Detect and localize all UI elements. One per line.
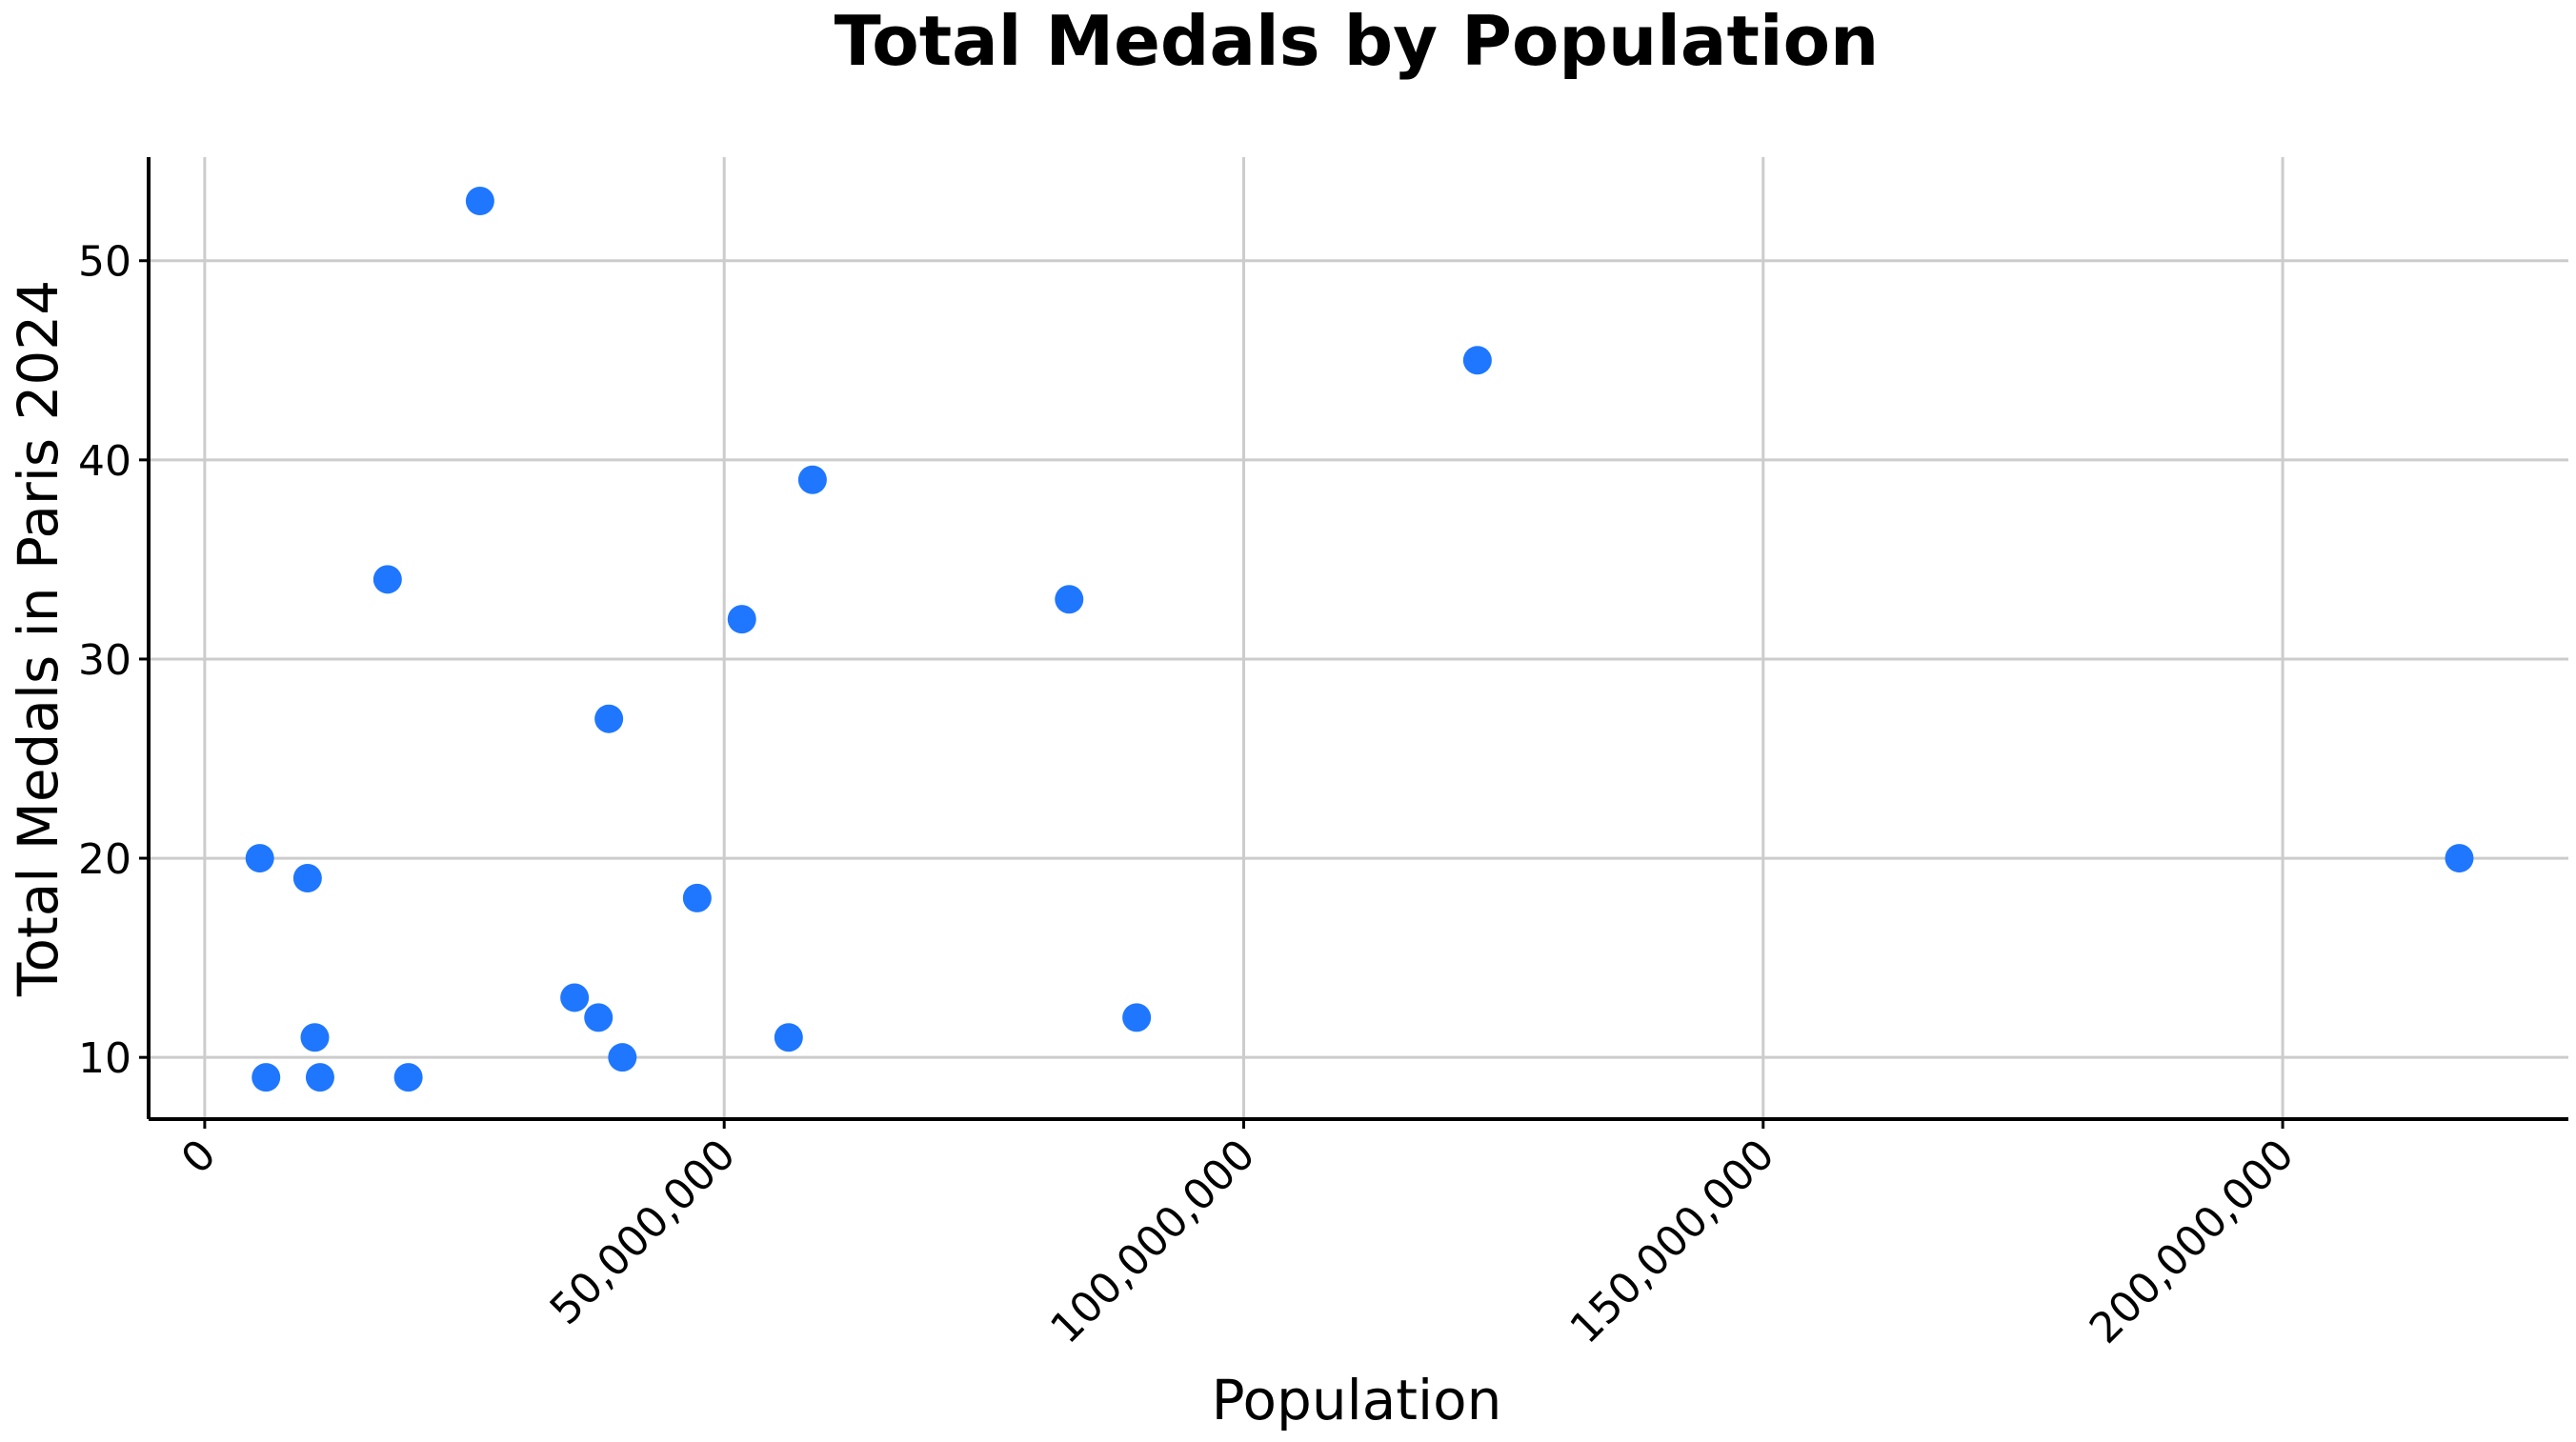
chart-title: Total Medals by Population [835, 1, 1880, 81]
data-point [584, 1003, 614, 1032]
y-axis-label: Total Medals in Paris 2024 [6, 280, 70, 997]
data-point [774, 1023, 803, 1052]
data-point [797, 465, 827, 494]
data-point [393, 1063, 423, 1092]
x-tick-label: 100,000,000 [1041, 1131, 1264, 1353]
y-tick-label: 40 [78, 437, 131, 486]
data-point [465, 187, 494, 216]
data-point [252, 1063, 281, 1092]
y-tick-label: 30 [78, 636, 131, 685]
data-point [1462, 346, 1492, 375]
x-tick-label: 150,000,000 [1561, 1131, 1784, 1353]
data-points [245, 187, 2474, 1092]
data-point [1122, 1003, 1152, 1032]
data-point [594, 704, 624, 733]
grid [149, 157, 2568, 1119]
data-point [2445, 844, 2474, 873]
x-tick-label: 0 [172, 1131, 226, 1184]
data-point [682, 883, 712, 912]
data-point [245, 844, 274, 873]
x-axis-label: Population [1212, 1368, 1502, 1432]
y-tick-label: 50 [78, 238, 131, 287]
data-point [372, 565, 402, 594]
y-tick-label: 20 [78, 835, 131, 884]
axes [147, 157, 2568, 1121]
data-point [292, 863, 322, 892]
tick-labels: 0 50,000,000 100,000,000 150,000,000 200,000… [78, 238, 2304, 1353]
data-point [305, 1063, 334, 1092]
y-tick-label: 10 [78, 1034, 131, 1083]
data-point [608, 1043, 637, 1072]
data-point [1055, 585, 1084, 614]
data-point [727, 605, 756, 634]
data-point [560, 983, 590, 1012]
x-tick-label: 50,000,000 [541, 1131, 745, 1334]
data-point [300, 1023, 330, 1052]
x-tick-label: 200,000,000 [2081, 1131, 2304, 1353]
